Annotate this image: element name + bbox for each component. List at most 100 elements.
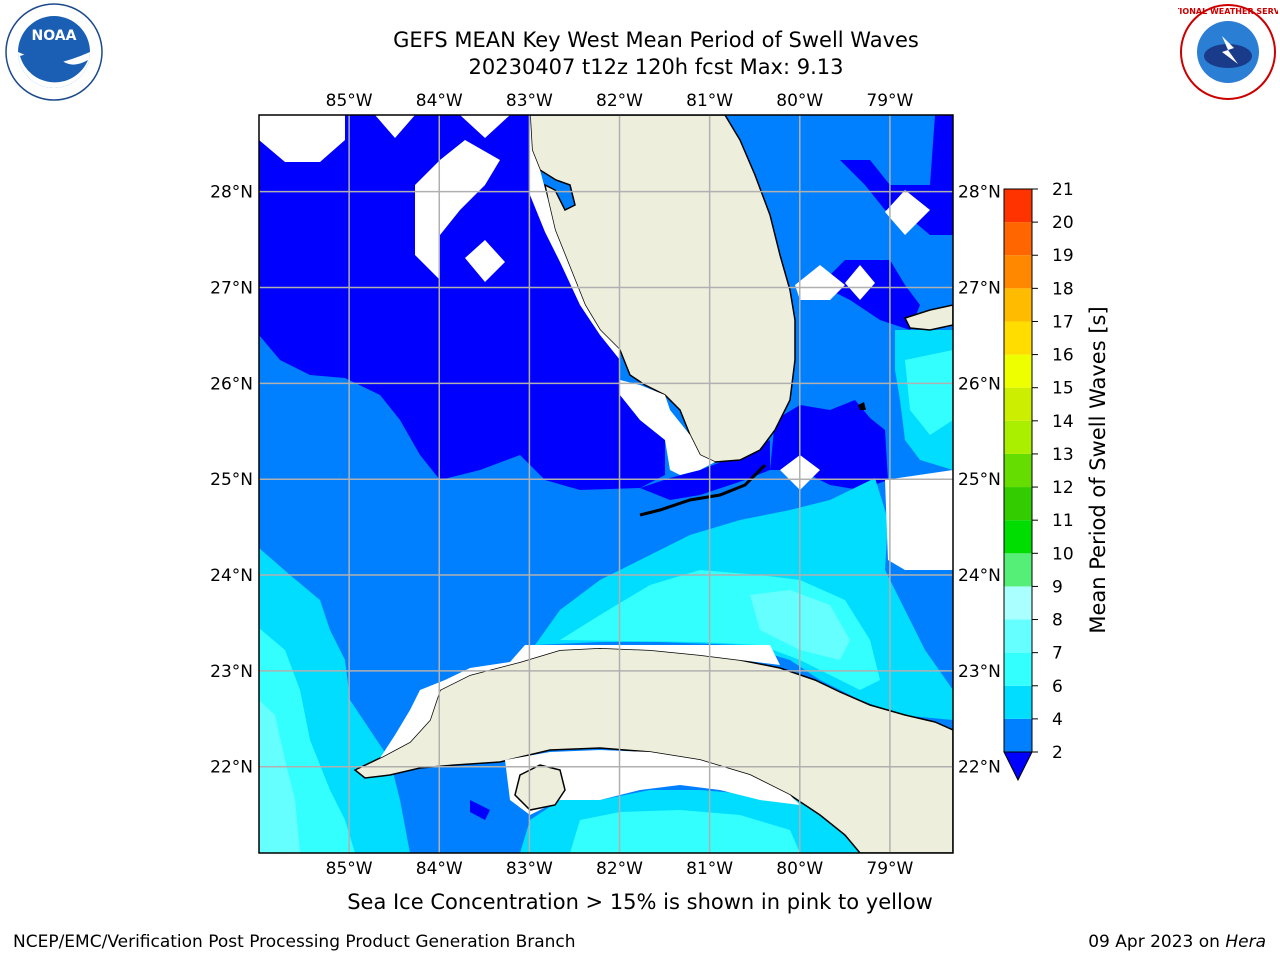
colorbar-bin: [1004, 553, 1032, 587]
colorbar-tick-label: 4: [1052, 710, 1063, 730]
colorbar-bin: [1004, 520, 1032, 554]
plot-area: [259, 115, 953, 853]
lat-label-right: 24°N: [958, 566, 1001, 586]
land-bahamas-3: [858, 402, 866, 410]
colorbar-bin: [1004, 222, 1032, 256]
no-data-ne: [795, 265, 845, 300]
lat-labels-left: 28°N 27°N 26°N 25°N 24°N 23°N 22°N: [210, 183, 253, 778]
contour-6-7s-south: [570, 810, 800, 853]
colorbar-bin: [1004, 288, 1032, 322]
colorbar-tick-label: 13: [1052, 445, 1074, 465]
lat-label-left: 22°N: [210, 758, 253, 778]
lon-label-top: 81°W: [686, 91, 733, 111]
lon-label-bottom: 79°W: [866, 859, 913, 879]
lon-label-top: 84°W: [416, 91, 463, 111]
lon-label-top: 80°W: [776, 91, 823, 111]
colorbar-title: Mean Period of Swell Waves [s]: [1086, 306, 1110, 633]
lat-label-right: 26°N: [958, 374, 1001, 394]
land-bahamas-1: [903, 304, 953, 331]
graticule: [259, 115, 953, 853]
no-data-nw: [259, 115, 345, 162]
colorbar-bin: [1004, 354, 1032, 388]
sea-ice-caption: Sea Ice Concentration > 15% is shown in …: [347, 890, 933, 914]
no-data-ne2: [845, 265, 875, 300]
contour-7-8s-sw: [259, 700, 300, 853]
footer-credit: NCEP/EMC/Verification Post Processing Pr…: [13, 932, 576, 952]
land-isla-juventud: [514, 764, 566, 811]
no-data-n2: [460, 115, 510, 138]
noaa-logo-text: NOAA: [32, 28, 77, 44]
colorbar-bin: [1004, 189, 1032, 223]
colorbar-bin: [1004, 387, 1032, 421]
lat-label-left: 28°N: [210, 183, 253, 203]
colorbar-bin: [1004, 619, 1032, 653]
colorbar-tick-label: 11: [1052, 511, 1074, 531]
colorbar-tick-label: 16: [1052, 346, 1074, 366]
florida-keys: [639, 463, 767, 517]
colorbar-tick-label: 19: [1052, 246, 1074, 266]
contour-below-2s-mid: [820, 260, 920, 330]
no-data-gulf-1: [415, 140, 500, 280]
colorbar-bin: [1004, 487, 1032, 521]
no-data-ne3: [885, 190, 930, 235]
lat-label-right: 22°N: [958, 758, 1001, 778]
lon-label-top: 82°W: [596, 91, 643, 111]
lat-label-left: 27°N: [210, 279, 253, 299]
lon-label-top: 83°W: [506, 91, 553, 111]
chart-title: GEFS MEAN Key West Mean Period of Swell …: [393, 28, 919, 52]
colorbar-tick-label: 18: [1052, 279, 1074, 299]
no-data-cuba-north: [380, 645, 780, 758]
colorbar-bin: [1004, 453, 1032, 488]
nws-logo-text: NATIONAL WEATHER SERVICE: [1178, 7, 1278, 16]
nws-logo: NATIONAL WEATHER SERVICE: [1178, 4, 1278, 100]
colorbar-bin: [1004, 685, 1032, 719]
footer-date-text: 09 Apr 2023 on: [1088, 932, 1226, 952]
colorbar-bin: [1004, 321, 1032, 355]
noaa-logo: NOAA: [5, 3, 103, 101]
colorbar-bin: [1004, 586, 1032, 620]
no-data-gulf-2: [465, 240, 505, 282]
lon-labels-bottom: 85°W 84°W 83°W 82°W 81°W 80°W 79°W: [326, 859, 914, 879]
lat-label-right: 27°N: [958, 279, 1001, 299]
contour-below-2s-ne: [840, 115, 953, 235]
footer-date: 09 Apr 2023 on Hera: [1088, 932, 1266, 952]
colorbar-tick-label: 17: [1052, 312, 1074, 332]
lon-labels-top: 85°W 84°W 83°W 82°W 81°W 80°W 79°W: [326, 91, 914, 111]
contour-below-2s-keys: [640, 440, 770, 500]
colorbar-tick-label: 20: [1052, 213, 1074, 233]
contour-below-2s-sw: [470, 800, 490, 820]
colorbar-tick-label: 8: [1052, 611, 1063, 631]
lat-label-right: 23°N: [958, 662, 1001, 682]
plot-frame: [258, 114, 954, 854]
colorbar-tick-label: 15: [1052, 379, 1074, 399]
lon-label-bottom: 85°W: [326, 859, 373, 879]
lat-label-right: 25°N: [958, 470, 1001, 490]
no-data-n1: [375, 115, 415, 138]
colorbar-tick-label: 10: [1052, 544, 1074, 564]
lat-label-right: 28°N: [958, 183, 1001, 203]
lon-label-bottom: 84°W: [416, 859, 463, 879]
lat-label-left: 25°N: [210, 470, 253, 490]
colorbar: 2 4 6 7 8 9 10 11 12 13 14 15 16 17 18 19 20 21: [1003, 180, 1074, 782]
contour-6-7s-east: [905, 350, 953, 435]
lon-label-top: 85°W: [326, 91, 373, 111]
colorbar-frame: [1003, 188, 1033, 753]
colorbar-tick-label: 6: [1052, 677, 1063, 697]
colorbar-extend-below: [1003, 751, 1033, 782]
colorbar-tick-label: 12: [1052, 478, 1074, 498]
colorbar-tick-label: 7: [1052, 644, 1063, 664]
colorbar-bin: [1004, 420, 1032, 454]
colorbar-tick-label: 14: [1052, 412, 1074, 432]
land-florida: [529, 115, 796, 463]
lat-labels-right: 28°N 27°N 26°N 25°N 24°N 23°N 22°N: [958, 183, 1001, 778]
lon-label-bottom: 83°W: [506, 859, 553, 879]
footer-host: Hera: [1225, 932, 1266, 952]
lon-label-bottom: 82°W: [596, 859, 643, 879]
colorbar-bin: [1004, 255, 1032, 289]
no-data-e: [885, 470, 953, 570]
colorbar-tick-label: 21: [1052, 180, 1074, 200]
chart-subtitle: 20230407 t12z 120h fcst Max: 9.13: [468, 55, 844, 79]
lon-label-bottom: 80°W: [776, 859, 823, 879]
colorbar-bin: [1004, 652, 1032, 686]
